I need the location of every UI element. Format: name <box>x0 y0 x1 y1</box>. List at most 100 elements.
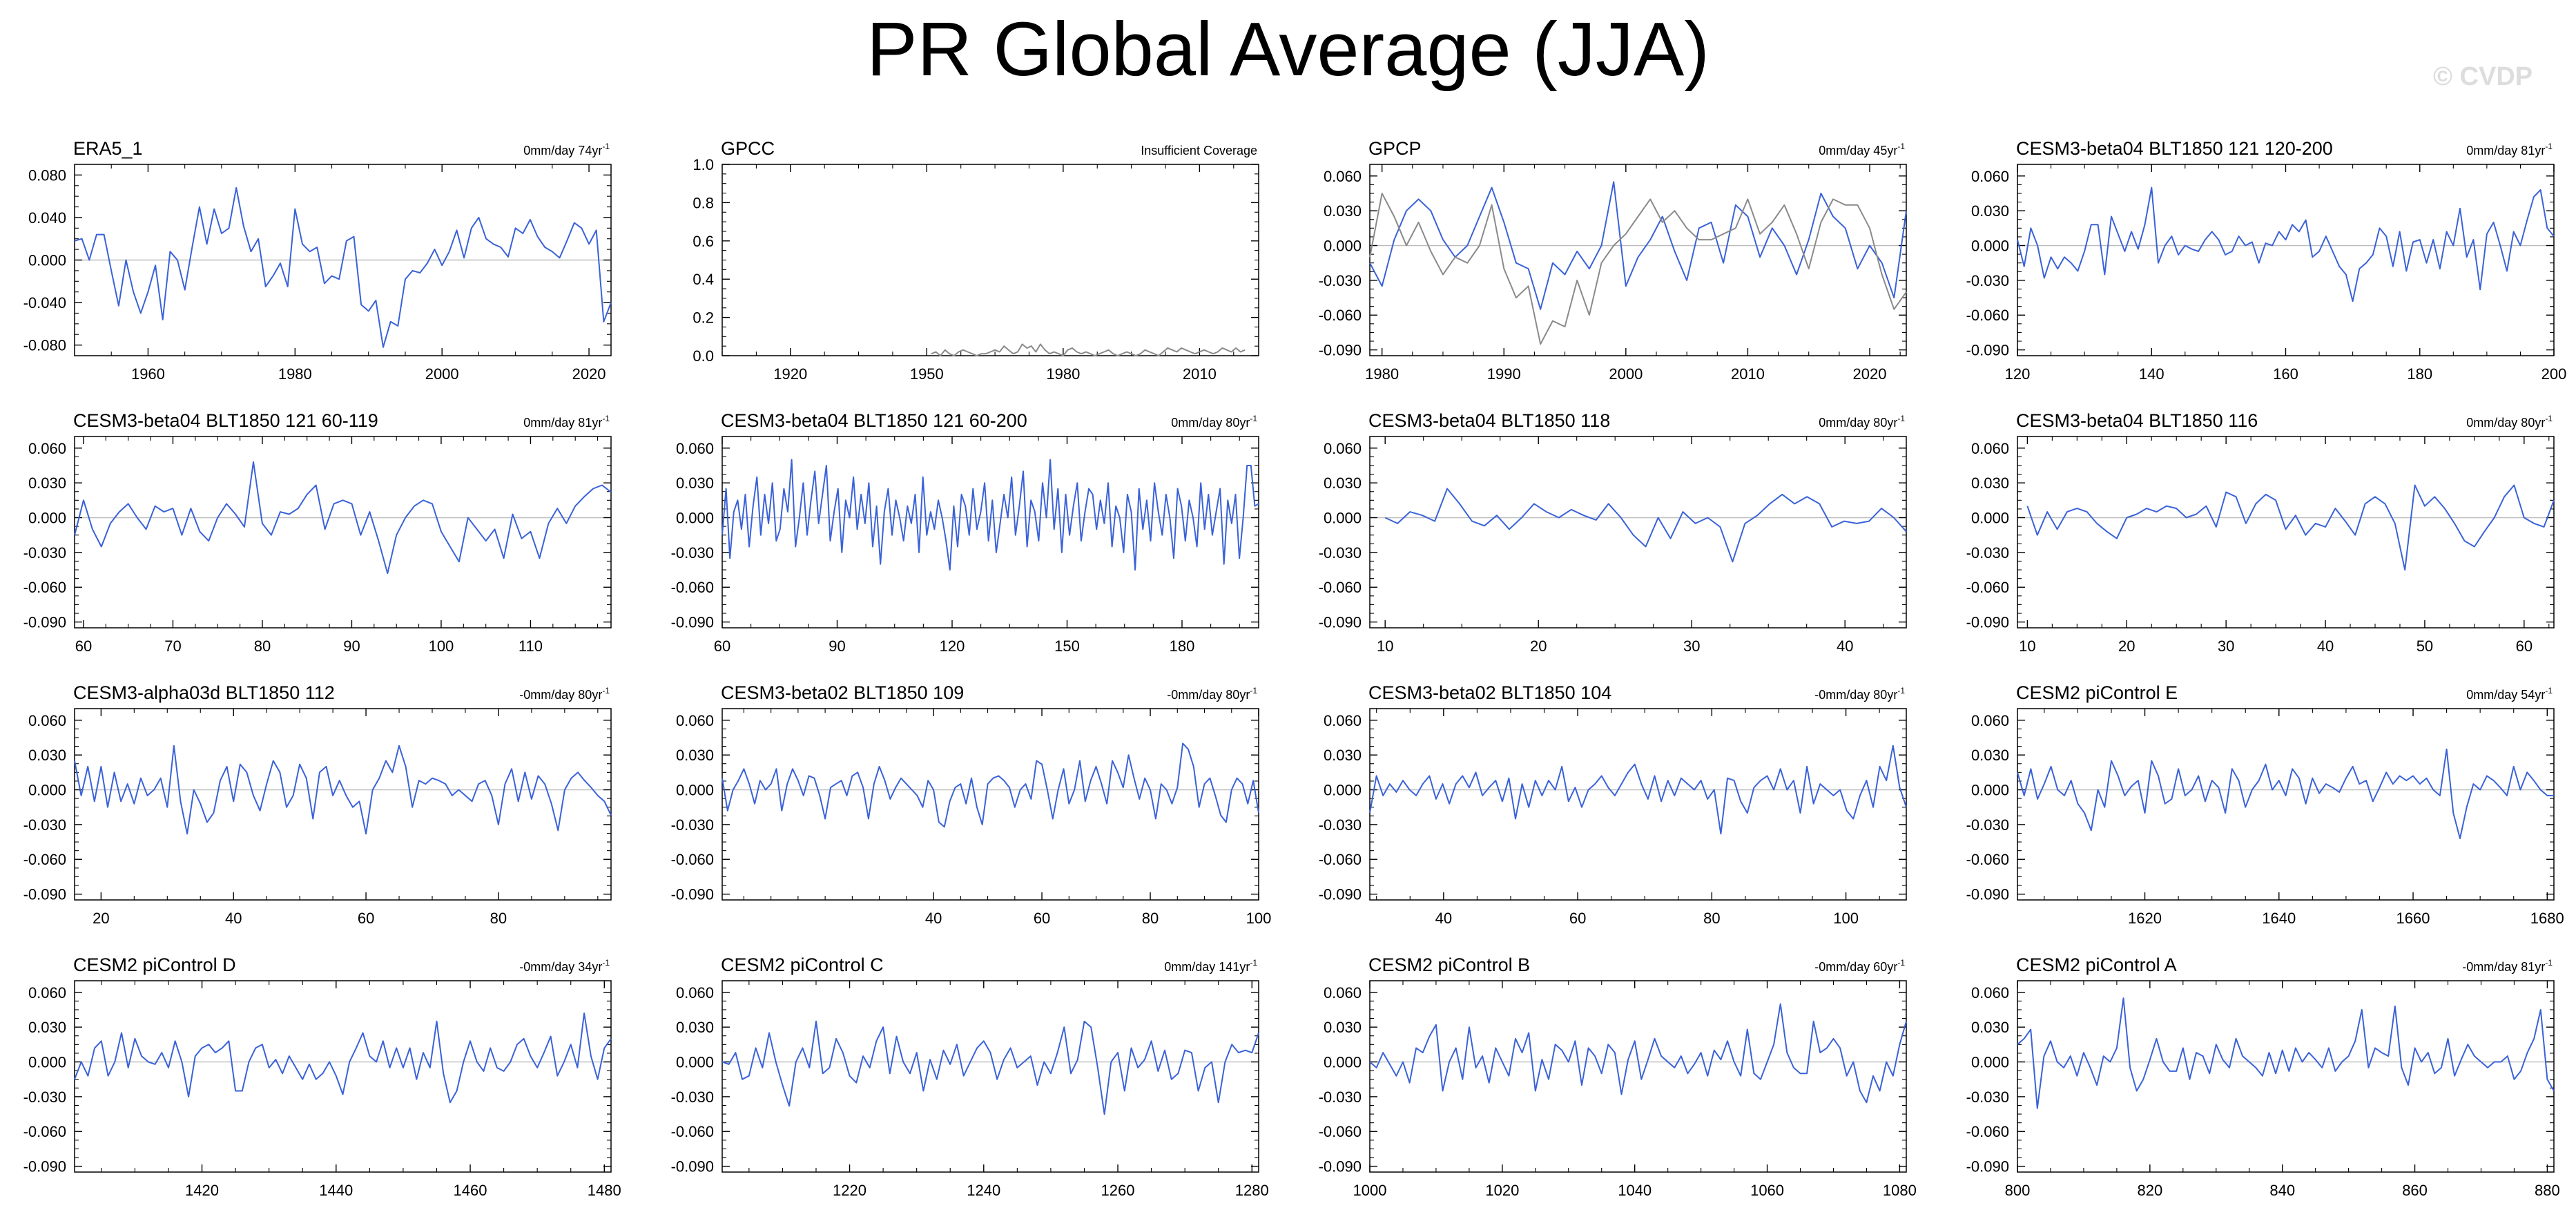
y-tick-label: 0.0 <box>693 347 714 365</box>
y-tick-label: -0.030 <box>1319 816 1362 834</box>
panel-6: CESM3-beta04 BLT1850 121 60-200 0mm/day 8… <box>671 410 1259 655</box>
x-tick-label: 860 <box>2402 1182 2428 1199</box>
panel-2: GPCC Insufficient Coverage 0.0 0.2 0.4 0.6 0.8… <box>693 138 1259 383</box>
y-tick-label: 0.030 <box>28 474 66 492</box>
y-tick-label: -0.030 <box>671 816 714 834</box>
x-tick-label: 1480 <box>588 1182 621 1199</box>
y-tick-label: -0.030 <box>1966 1088 2009 1106</box>
x-tick-label: 1660 <box>2396 910 2430 927</box>
x-tick-label: 40 <box>925 910 942 927</box>
y-tick-label: 0.000 <box>28 510 66 527</box>
trend-exponent: -1 <box>1250 414 1257 423</box>
panel-title: GPCP <box>1368 138 1422 159</box>
y-tick-label: -0.090 <box>23 614 66 631</box>
x-tick-label: 10 <box>2019 637 2035 655</box>
y-tick-label: 0.060 <box>28 440 66 457</box>
y-tick-label: 0.6 <box>693 233 714 250</box>
panel-14: CESM2 piControl C 0mm/day 141yr-1 -0.090 -0… <box>671 954 1269 1199</box>
series-line-1 <box>722 459 1259 571</box>
series-line-1 <box>722 1020 1259 1115</box>
y-tick-label: -0.060 <box>671 851 714 868</box>
y-tick-label: -0.090 <box>1966 342 2009 359</box>
y-tick-label: -0.090 <box>23 886 66 903</box>
panel-15: CESM2 piControl B -0mm/day 60yr-1 -0.090 -0… <box>1319 954 1917 1199</box>
x-tick-label: 70 <box>164 637 181 655</box>
y-tick-label: -0.030 <box>1319 544 1362 562</box>
y-tick-label: 0.000 <box>1971 510 2009 527</box>
y-tick-label: -0.060 <box>1319 1123 1362 1140</box>
trend-exponent: -1 <box>2545 958 2553 968</box>
y-tick-label: 0.060 <box>1971 712 2009 729</box>
trend-label: 0mm/day 80yr-1 <box>1819 414 1905 430</box>
panel-title: CESM3-beta04 BLT1850 121 60-200 <box>721 410 1027 431</box>
x-tick-label: 110 <box>519 637 543 655</box>
panel-11: CESM3-beta02 BLT1850 104 -0mm/day 80yr-1-… <box>1319 682 1907 927</box>
trend-exponent: -1 <box>1250 686 1257 695</box>
y-tick-label: 0.000 <box>1324 1054 1362 1071</box>
y-tick-label: 0.040 <box>28 209 66 227</box>
x-tick-label: 80 <box>254 637 271 655</box>
panel-title: CESM3-beta02 BLT1850 104 <box>1368 682 1611 703</box>
y-tick-label: -0.090 <box>671 614 714 631</box>
y-tick-label: -0.090 <box>1319 614 1362 631</box>
panel-3: GPCP 0mm/day 45yr-1 -0.090 -0.060 -0.030 0.00… <box>1319 138 1907 383</box>
panel-1: ERA5_1 0mm/day 74yr-1 -0.080 -0.040 0.000 0.0… <box>23 138 612 383</box>
x-tick-label: 60 <box>1569 910 1586 927</box>
trend-exponent: -1 <box>602 686 610 695</box>
y-tick-label: 0.030 <box>676 1019 714 1036</box>
x-tick-label: 1440 <box>319 1182 353 1199</box>
trend-exponent: -1 <box>2545 686 2553 695</box>
panel-title: CESM2 piControl A <box>2016 954 2177 975</box>
x-tick-label: 160 <box>2273 365 2298 383</box>
x-tick-label: 1640 <box>2262 910 2296 927</box>
panel-title: CESM3-beta02 BLT1850 109 <box>721 682 964 703</box>
y-tick-label: 0.000 <box>28 252 66 269</box>
plot-frame <box>1369 980 1907 1173</box>
series-line-1 <box>2017 997 2555 1109</box>
page-title: PR Global Average (JJA) <box>866 7 1710 92</box>
y-tick-label: 0.000 <box>1971 238 2009 255</box>
y-tick-label: 0.060 <box>1971 440 2009 457</box>
x-tick-label: 100 <box>429 637 454 655</box>
y-tick-label: 0.8 <box>693 194 714 211</box>
x-tick-label: 60 <box>714 637 730 655</box>
y-tick-label: 0.030 <box>1971 202 2009 220</box>
y-tick-label: -0.090 <box>1319 886 1362 903</box>
x-tick-label: 180 <box>1170 637 1195 655</box>
x-tick-label: 1680 <box>2530 910 2564 927</box>
y-tick-label: 0.000 <box>28 782 66 799</box>
x-tick-label: 80 <box>490 910 507 927</box>
x-tick-label: 1620 <box>2128 910 2162 927</box>
x-tick-label: 120 <box>940 637 965 655</box>
series-line-1 <box>1369 1003 1907 1104</box>
x-tick-label: 1260 <box>1101 1182 1135 1199</box>
trend-label: 0mm/day 141yr-1 <box>1164 958 1257 974</box>
x-tick-label: 10 <box>1377 637 1393 655</box>
trend-exponent: -1 <box>1897 958 1905 968</box>
y-tick-label: -0.060 <box>23 851 66 868</box>
y-tick-label: 0.000 <box>1971 1054 2009 1071</box>
x-tick-label: 20 <box>93 910 109 927</box>
series-line-1 <box>1369 745 1907 835</box>
trend-exponent: -1 <box>1897 686 1905 695</box>
panel-8: CESM3-beta04 BLT1850 116 0mm/day 80yr-1 -0… <box>1966 410 2555 655</box>
y-tick-label: -0.030 <box>1319 272 1362 289</box>
y-tick-label: 0.060 <box>1324 712 1362 729</box>
plot-frame <box>2017 980 2555 1173</box>
y-tick-label: 0.060 <box>676 712 714 729</box>
plot-frame <box>2017 436 2555 629</box>
panel-4: CESM3-beta04 BLT1850 121 120-200 0mm/day … <box>1966 138 2567 383</box>
x-tick-label: 2000 <box>1609 365 1643 383</box>
panel-16: CESM2 piControl A -0mm/day 81yr-1 -0.090 -0… <box>1966 954 2560 1199</box>
y-tick-label: -0.060 <box>1319 307 1362 324</box>
y-tick-label: -0.030 <box>1966 544 2009 562</box>
series-line-1 <box>2017 186 2555 303</box>
panel-title: ERA5_1 <box>73 138 143 159</box>
panel-title: CESM2 piControl D <box>73 954 236 975</box>
trend-label: 0mm/day 81yr-1 <box>523 414 610 430</box>
y-tick-label: 0.000 <box>1324 238 1362 255</box>
plot-frame <box>722 980 1259 1173</box>
y-tick-label: 0.000 <box>676 510 714 527</box>
y-tick-label: -0.030 <box>1966 272 2009 289</box>
y-tick-label: 0.030 <box>1971 1019 2009 1036</box>
